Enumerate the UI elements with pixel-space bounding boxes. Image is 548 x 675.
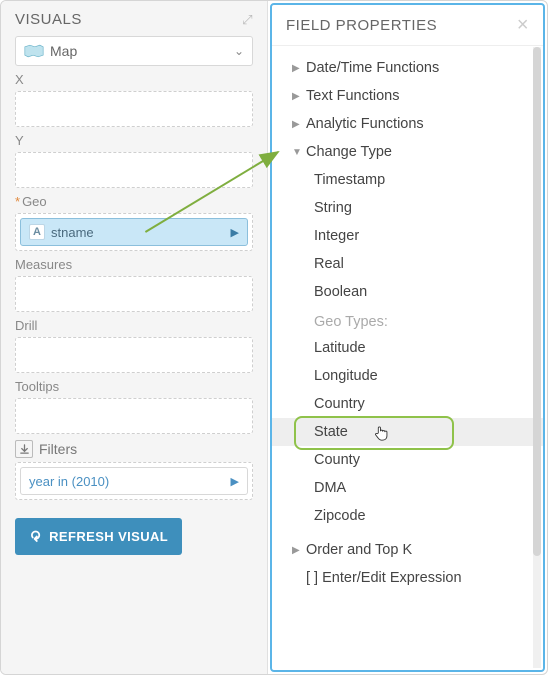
required-star: * <box>15 194 20 209</box>
filters-label: Filters <box>15 440 253 458</box>
geo-types-header: Geo Types: <box>272 306 543 334</box>
refresh-icon: ⟳ <box>27 530 44 542</box>
chevron-down-icon: ⌄ <box>234 44 244 58</box>
visuals-panel: VISUALS ⤢ Map ⌄ X Y *Geo A stname <box>1 1 268 674</box>
filter-pill[interactable]: year in (2010) ▶ <box>20 467 248 495</box>
drill-shelf[interactable] <box>15 337 253 373</box>
geo-type-latitude[interactable]: Latitude <box>272 334 543 362</box>
geo-shelf[interactable]: A stname ▶ <box>15 213 253 251</box>
field-properties-tree: ▶ Date/Time Functions ▶ Text Functions ▶… <box>272 46 543 669</box>
section-date-time[interactable]: ▶ Date/Time Functions <box>272 54 543 82</box>
scrollbar[interactable] <box>533 47 541 668</box>
geo-shelf-label: *Geo <box>15 194 253 209</box>
geo-type-county[interactable]: County <box>272 446 543 474</box>
enter-edit-expression[interactable]: [ ] Enter/Edit Expression <box>272 564 543 592</box>
expand-icon[interactable]: ⤢ <box>242 12 253 28</box>
geo-type-longitude[interactable]: Longitude <box>272 362 543 390</box>
geo-field-name: stname <box>51 225 94 240</box>
type-option-integer[interactable]: Integer <box>272 222 543 250</box>
section-text-functions[interactable]: ▶ Text Functions <box>272 82 543 110</box>
visuals-header: VISUALS ⤢ <box>1 1 267 36</box>
filter-pill-text: year in (2010) <box>29 474 109 489</box>
geo-type-country[interactable]: Country <box>272 390 543 418</box>
map-icon <box>24 44 44 58</box>
caret-right-icon: ▶ <box>231 226 239 239</box>
section-analytic-functions[interactable]: ▶ Analytic Functions <box>272 110 543 138</box>
download-icon[interactable] <box>15 440 33 458</box>
type-option-real[interactable]: Real <box>272 250 543 278</box>
visual-type-label: Map <box>50 43 77 59</box>
tooltips-shelf-label: Tooltips <box>15 379 253 394</box>
tooltips-shelf[interactable] <box>15 398 253 434</box>
section-change-type[interactable]: ▼ Change Type <box>272 138 543 166</box>
field-properties-panel: FIELD PROPERTIES × ▶ Date/Time Functions… <box>270 3 545 672</box>
caret-right-icon: ▶ <box>231 475 239 488</box>
geo-type-dma[interactable]: DMA <box>272 474 543 502</box>
drill-shelf-label: Drill <box>15 318 253 333</box>
collapsed-icon: ▶ <box>292 63 306 74</box>
close-icon[interactable]: × <box>517 15 529 35</box>
x-shelf[interactable] <box>15 91 253 127</box>
field-properties-header: FIELD PROPERTIES × <box>272 5 543 46</box>
y-shelf[interactable] <box>15 152 253 188</box>
x-shelf-label: X <box>15 72 253 87</box>
y-shelf-label: Y <box>15 133 253 148</box>
collapsed-icon: ▶ <box>292 91 306 102</box>
collapsed-icon: ▶ <box>292 119 306 130</box>
visuals-title: VISUALS <box>15 11 82 28</box>
visual-type-select[interactable]: Map ⌄ <box>15 36 253 66</box>
type-option-timestamp[interactable]: Timestamp <box>272 166 543 194</box>
field-properties-title: FIELD PROPERTIES <box>286 17 437 34</box>
expanded-icon: ▼ <box>292 147 306 158</box>
refresh-visual-button[interactable]: ⟳ REFRESH VISUAL <box>15 518 182 555</box>
filters-shelf[interactable]: year in (2010) ▶ <box>15 462 253 500</box>
geo-field-pill[interactable]: A stname ▶ <box>20 218 248 246</box>
geo-type-state[interactable]: State <box>272 418 543 446</box>
collapsed-icon: ▶ <box>292 545 306 556</box>
geo-type-zipcode[interactable]: Zipcode <box>272 502 543 530</box>
measures-shelf[interactable] <box>15 276 253 312</box>
text-type-icon: A <box>29 224 45 240</box>
section-order-topk[interactable]: ▶ Order and Top K <box>272 536 543 564</box>
measures-shelf-label: Measures <box>15 257 253 272</box>
type-option-string[interactable]: String <box>272 194 543 222</box>
type-option-boolean[interactable]: Boolean <box>272 278 543 306</box>
